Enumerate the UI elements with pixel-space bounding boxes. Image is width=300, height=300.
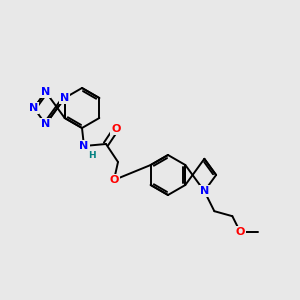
Text: O: O <box>109 175 119 185</box>
Text: N: N <box>200 186 209 196</box>
Text: N: N <box>29 103 38 113</box>
Text: N: N <box>41 119 50 129</box>
Text: N: N <box>80 141 88 151</box>
Text: N: N <box>41 87 50 97</box>
Text: H: H <box>88 151 96 160</box>
Text: N: N <box>60 93 69 103</box>
Text: O: O <box>236 227 245 237</box>
Text: O: O <box>111 124 121 134</box>
